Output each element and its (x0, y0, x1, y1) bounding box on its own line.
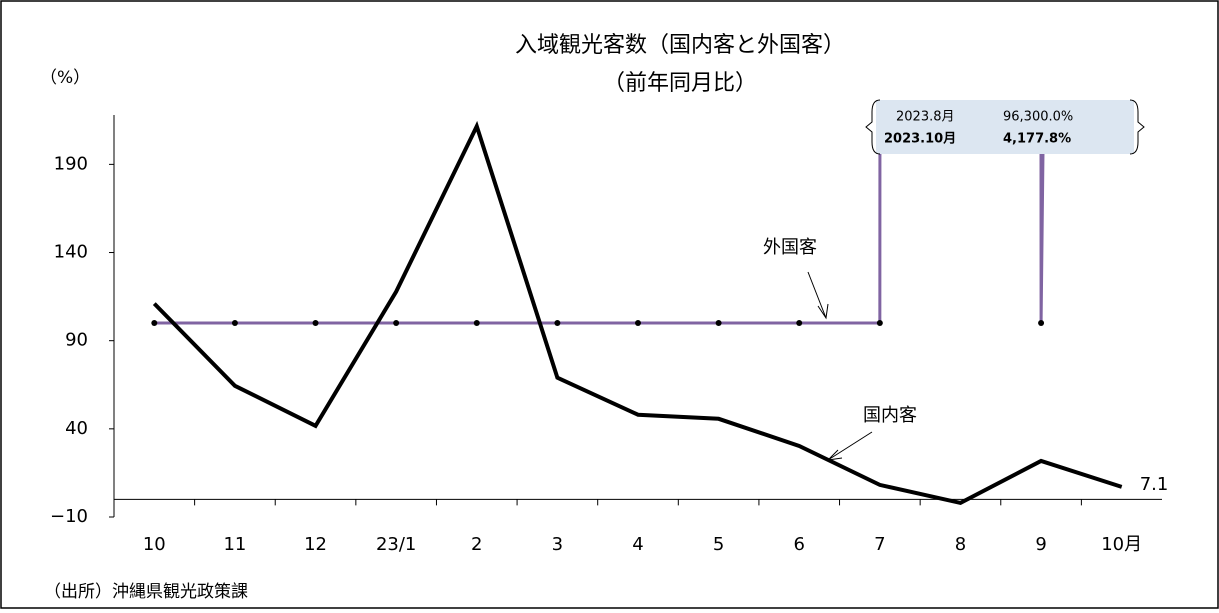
point (1038, 320, 1045, 327)
callout-box (876, 100, 1134, 154)
callout-date: 2023.10月 (884, 132, 956, 147)
x-tick-label: 8 (955, 534, 966, 555)
x-tick-label: 23/1 (376, 534, 416, 555)
source: （出所）沖縄県観光政策課 (44, 582, 248, 602)
x-tick-label: 3 (552, 534, 563, 555)
point (635, 320, 641, 327)
point (393, 320, 400, 327)
x-tick-label: 10月 (1101, 534, 1142, 555)
y-tick-label: 190 (54, 153, 88, 174)
y-tick-label: 90 (65, 330, 88, 351)
x-tick-label: 10 (143, 534, 166, 555)
plot-area (151, 100, 1123, 506)
point (796, 320, 803, 327)
y-tick-label: 140 (54, 242, 88, 263)
x-tick-label: 6 (794, 534, 805, 555)
callout-value: 96,300.0% (1003, 110, 1073, 125)
y-unit: （%） (40, 68, 90, 88)
point (473, 320, 480, 327)
x-tick-label: 2 (471, 534, 482, 555)
point (715, 320, 722, 327)
x-tick-label: 11 (223, 534, 246, 555)
x-tick-label: 7 (874, 534, 885, 555)
point (231, 320, 238, 327)
x-tick-label: 9 (1035, 534, 1046, 555)
chart-title: 入域観光客数（国内客と外国客） (515, 33, 845, 58)
y-tick-label: 40 (65, 418, 88, 439)
point (151, 320, 158, 327)
chart-subtitle: （前年同月比） (603, 71, 757, 96)
series-label: 国内客 (863, 405, 917, 426)
pointer (807, 271, 829, 320)
point (876, 320, 883, 327)
x-tick-label: 5 (713, 534, 724, 555)
callout-date: 2023.8月 (896, 110, 955, 125)
point (312, 320, 319, 327)
bracket (1129, 99, 1145, 155)
series-label: 外国客 (763, 237, 817, 258)
line-0 (152, 120, 1123, 506)
callout-value: 4,177.8% (1003, 132, 1071, 147)
bracket (865, 99, 881, 155)
y-tick-label: −10 (50, 506, 88, 527)
x-tick-label: 4 (632, 534, 643, 555)
pointer (826, 431, 873, 461)
point (554, 320, 561, 327)
x-tick-label: 12 (304, 534, 327, 555)
value-label: 7.1 (1140, 474, 1169, 495)
